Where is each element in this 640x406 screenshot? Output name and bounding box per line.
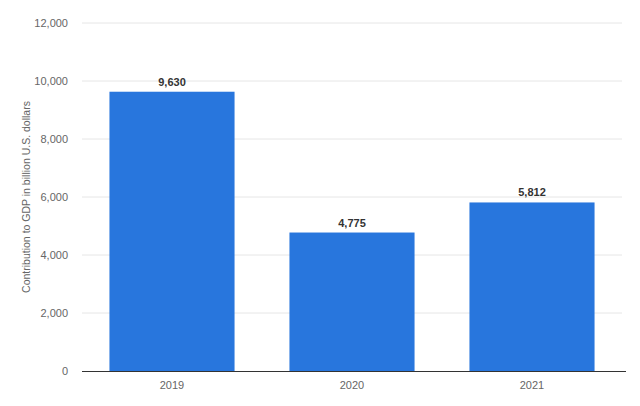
data-label: 9,630 — [158, 76, 186, 88]
x-tick-label: 2020 — [340, 379, 364, 391]
bar — [289, 233, 414, 371]
chart-svg: 0 2,000 4,000 6,000 8,000 10,000 12,000 Contrib… — [0, 0, 640, 406]
y-tick-label: 0 — [62, 365, 68, 377]
bar — [469, 202, 594, 371]
y-tick-label: 6,000 — [40, 191, 68, 203]
x-axis-line — [82, 371, 626, 372]
data-label: 4,775 — [338, 217, 366, 229]
bar — [109, 92, 234, 371]
grid-line — [82, 23, 622, 24]
x-tick-label: 2021 — [520, 379, 544, 391]
y-tick-label: 4,000 — [40, 249, 68, 261]
y-tick-label: 10,000 — [34, 75, 68, 87]
x-tick-label: 2019 — [160, 379, 184, 391]
y-tick-label: 8,000 — [40, 133, 68, 145]
y-tick-label: 2,000 — [40, 307, 68, 319]
bars — [109, 92, 594, 371]
y-axis-label: Contribution to GDP in billion U.S. doll… — [20, 101, 32, 293]
chart-container: 0 2,000 4,000 6,000 8,000 10,000 12,000 Contrib… — [0, 0, 640, 406]
data-label: 5,812 — [518, 186, 546, 198]
y-tick-label: 12,000 — [34, 17, 68, 29]
